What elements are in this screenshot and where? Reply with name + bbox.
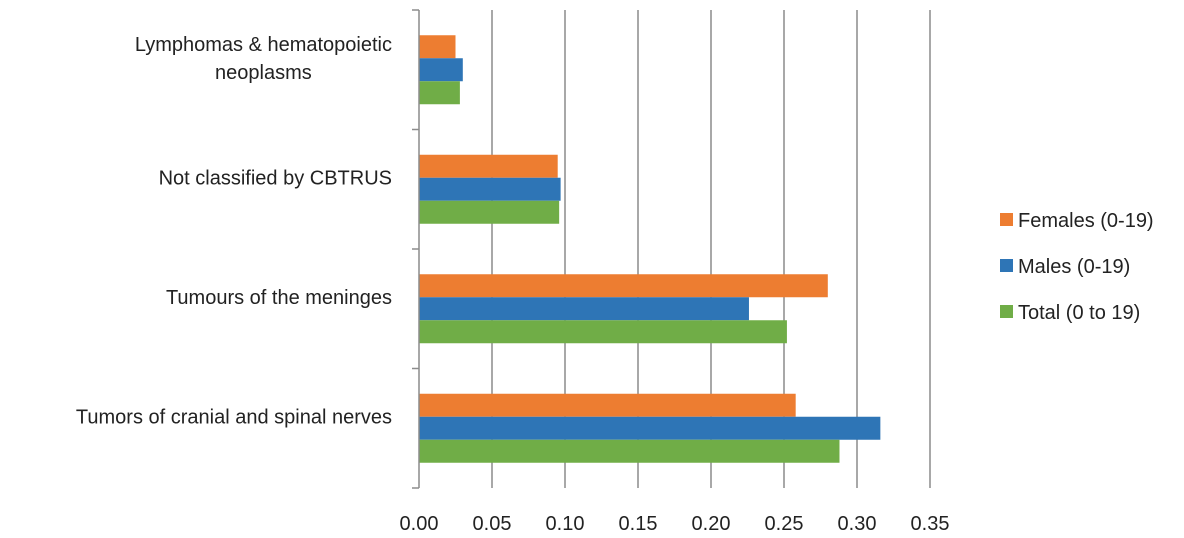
bar [419,35,456,59]
bar [419,297,749,321]
x-tick-label: 0.35 [911,513,950,535]
x-tick-label: 0.00 [400,513,439,535]
legend-swatch [1000,305,1013,318]
bar [419,274,828,298]
legend-swatch [1000,213,1013,226]
bar [419,81,460,105]
x-tick-label: 0.20 [692,513,731,535]
bar [419,154,558,178]
x-tick-label: 0.15 [619,513,658,535]
bars [419,35,881,463]
category-labels: Lymphomas & hematopoietic neoplasms Not cl… [76,34,392,429]
x-tick-label: 0.30 [838,513,877,535]
bar [419,393,796,417]
bar [419,416,881,440]
x-tick-label: 0.05 [473,513,512,535]
legend-swatch [1000,259,1013,272]
category-label: neoplasms [215,62,312,84]
category-label: Not classified by CBTRUS [159,167,392,189]
axes [412,9,420,489]
category-label: Tumors of cranial and spinal nerves [76,406,392,428]
x-tick-labels: 0.00 0.05 0.10 0.15 0.20 0.25 0.30 0.35 [400,513,950,535]
legend-label: Total (0 to 19) [1018,302,1140,324]
legend: Females (0-19) Males (0-19) Total (0 to 19… [1000,210,1154,324]
legend-label: Females (0-19) [1018,210,1154,232]
gridlines [491,10,931,488]
x-tick-label: 0.10 [546,513,585,535]
bar [419,320,787,344]
category-label: Tumours of the meninges [166,287,392,309]
bar [419,200,560,224]
bar [419,439,840,463]
x-tick-label: 0.25 [765,513,804,535]
bar [419,177,561,201]
legend-label: Males (0-19) [1018,256,1130,278]
bar [419,58,463,82]
category-label: Lymphomas & hematopoietic [135,34,392,56]
